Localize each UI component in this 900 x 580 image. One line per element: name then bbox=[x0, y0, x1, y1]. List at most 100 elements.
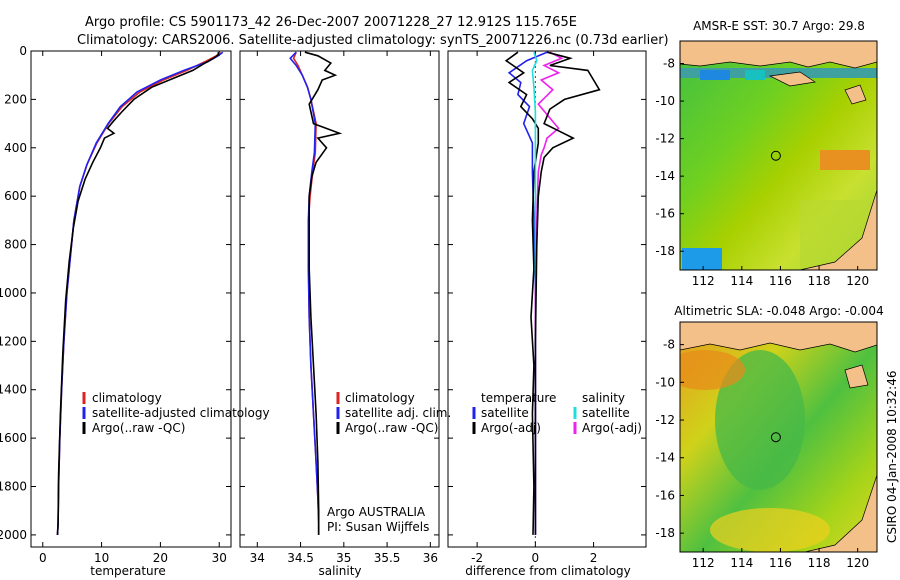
sal-xtick-label: 34.5 bbox=[287, 551, 314, 565]
legend-temp-satellite-label: satellite bbox=[481, 406, 529, 420]
legend-temp-argo-label: Argo(-adj) bbox=[481, 421, 541, 435]
difference-legend: temperature satellite Argo(-adj) salinit… bbox=[472, 391, 642, 435]
sst-ytick-label: -8 bbox=[663, 57, 675, 71]
sla-ytick-label: -18 bbox=[655, 526, 675, 540]
temperature-legend: climatology satellite-adjusted climatolo… bbox=[82, 391, 270, 435]
depth-axis-ticks: 0 200 400 600 800 1000 1200 1400 1600 1800 2000 bbox=[0, 44, 231, 542]
sst-cold-patch bbox=[700, 70, 730, 80]
sla-ytick-label: -8 bbox=[663, 338, 675, 352]
sst-xtick-label: 116 bbox=[769, 274, 792, 288]
annotation-argo-australia: Argo AUSTRALIA bbox=[327, 505, 426, 519]
sst-land-australia bbox=[799, 189, 877, 270]
sal-xtick-label: 36 bbox=[423, 551, 438, 565]
temp-ytick-label: 1400 bbox=[0, 383, 27, 397]
title-line-1: Argo profile: CS 5901173_42 26-Dec-2007 … bbox=[85, 15, 577, 30]
temp-xtick-label: 20 bbox=[153, 551, 168, 565]
temp-ytick-label: 1200 bbox=[0, 334, 27, 348]
csiro-timestamp: CSIRO 04-Jan-2008 10:32:46 bbox=[885, 371, 899, 543]
temp-ytick-label: 600 bbox=[4, 189, 27, 203]
sla-xtick-label: 118 bbox=[808, 556, 831, 570]
sst-argo-marker bbox=[770, 150, 781, 161]
sst-land-island-2 bbox=[844, 84, 867, 105]
temp-xtick-label: 0 bbox=[39, 551, 47, 565]
sal-xtick-label: 35.5 bbox=[374, 551, 401, 565]
legend-argo-label: Argo(..raw -QC) bbox=[92, 421, 185, 435]
temp-line-satellite-adjusted-climatology bbox=[56, 51, 224, 535]
sla-land-indonesia bbox=[680, 322, 877, 353]
sst-teal-patch bbox=[745, 70, 765, 80]
legend-climatology-label: climatology bbox=[92, 391, 162, 405]
sst-land-island-1 bbox=[768, 71, 816, 87]
sst-warm-patch bbox=[820, 150, 870, 170]
sst-ytick-label: -18 bbox=[655, 244, 675, 258]
diff-xtick-label: 0 bbox=[532, 551, 540, 565]
temperature-axis-ticks: 0 10 20 30 bbox=[39, 51, 227, 565]
sla-xtick-label: 120 bbox=[846, 556, 869, 570]
temp-line-climatology bbox=[56, 51, 221, 535]
sst-map-panel: AMSR-E SST: 30.7 Argo: 29.8 112 114 116 118… bbox=[655, 19, 878, 288]
salinity-series bbox=[289, 51, 343, 535]
diff-line-temperature-satellite bbox=[507, 51, 548, 535]
diff-line-salinity-argo-adj- bbox=[534, 51, 564, 535]
sst-xtick-label: 114 bbox=[730, 274, 753, 288]
sla-map-panel: Altimetric SLA: -0.048 Argo: -0.004 112 1… bbox=[655, 304, 883, 570]
sla-high-south bbox=[710, 508, 830, 552]
salinity-panel: 34 34.5 35 35.5 36 climatology satellite adj… bbox=[239, 50, 451, 578]
sla-argo-marker bbox=[770, 432, 781, 443]
difference-xlabel: difference from climatology bbox=[465, 564, 631, 578]
sst-ytick-label: -14 bbox=[655, 169, 675, 183]
legend-sal-argo-label: Argo(..raw -QC) bbox=[345, 421, 438, 435]
temp-xtick-label: 30 bbox=[212, 551, 227, 565]
difference-series bbox=[504, 51, 601, 535]
sst-land-indonesia bbox=[680, 41, 877, 69]
sla-heatmap bbox=[680, 322, 877, 552]
sla-land-island bbox=[844, 364, 869, 389]
salinity-axes-frame bbox=[239, 50, 440, 548]
temperature-series bbox=[56, 51, 224, 535]
sst-cold-corner bbox=[682, 248, 722, 270]
sst-heatmap bbox=[680, 41, 877, 270]
annotation-pi: PI: Susan Wijffels bbox=[327, 520, 429, 534]
sla-map-frame bbox=[679, 321, 878, 553]
temp-line-argo-raw-qc- bbox=[56, 52, 220, 535]
sst-xtick-label: 112 bbox=[692, 274, 715, 288]
sla-ytick-label: -14 bbox=[655, 451, 675, 465]
legend-sal-satellite-label: satellite adj. clim. bbox=[345, 406, 451, 420]
temperature-panel: 0 200 400 600 800 1000 1200 1400 1600 1800 2000 0 1… bbox=[0, 44, 270, 578]
sla-map-title: Altimetric SLA: -0.048 Argo: -0.004 bbox=[674, 304, 883, 318]
salinity-axis-ticks: 34 34.5 35 35.5 36 bbox=[250, 51, 438, 565]
temp-ytick-label: 200 bbox=[4, 92, 27, 106]
temp-ytick-label: 1000 bbox=[0, 286, 27, 300]
temp-ytick-label: 400 bbox=[4, 141, 27, 155]
diff-line-temperature-argo-adj- bbox=[504, 51, 540, 535]
temp-ytick-label: 2000 bbox=[0, 528, 27, 542]
temp-ytick-label: 800 bbox=[4, 238, 27, 252]
difference-axis-ticks: -2 0 2 bbox=[471, 51, 597, 565]
temp-xtick-label: 10 bbox=[94, 551, 109, 565]
legend-temperature-heading: temperature bbox=[481, 391, 556, 405]
sla-xtick-label: 114 bbox=[730, 556, 753, 570]
salinity-depth-ticks bbox=[240, 50, 439, 536]
sla-ytick-label: -10 bbox=[655, 375, 675, 389]
difference-axes-frame bbox=[447, 50, 647, 548]
legend-satellite-label: satellite-adjusted climatology bbox=[92, 406, 270, 420]
sal-xtick-label: 35 bbox=[336, 551, 351, 565]
temperature-xlabel: temperature bbox=[90, 564, 165, 578]
sla-ytick-label: -16 bbox=[655, 488, 675, 502]
sst-ytick-label: -16 bbox=[655, 207, 675, 221]
sla-ytick-label: -12 bbox=[655, 413, 675, 427]
diff-xtick-label: 2 bbox=[590, 551, 598, 565]
difference-depth-ticks bbox=[448, 50, 646, 536]
sal-line-argo-raw-qc- bbox=[304, 51, 343, 535]
difference-panel: -2 0 2 temperature satellite Argo(-adj) sa… bbox=[447, 50, 647, 578]
diff-line-salinity-argo-raw bbox=[534, 51, 601, 535]
diff-xtick-label: -2 bbox=[471, 551, 483, 565]
sst-cool-band bbox=[680, 68, 877, 78]
sst-map-ticks: 112 114 116 118 120 -8 -10 -12 -14 -16 -18 bbox=[655, 57, 869, 288]
salinity-legend: climatology satellite adj. clim. Argo(..… bbox=[336, 391, 451, 435]
temp-ytick-label: 1600 bbox=[0, 431, 27, 445]
sst-ytick-label: -12 bbox=[655, 132, 675, 146]
legend-sal-argo-label-2: Argo(-adj) bbox=[582, 421, 642, 435]
sst-ytick-label: -10 bbox=[655, 94, 675, 108]
sla-map-ticks: 112 114 116 118 120 -8 -10 -12 -14 -16 -18 bbox=[655, 338, 869, 570]
